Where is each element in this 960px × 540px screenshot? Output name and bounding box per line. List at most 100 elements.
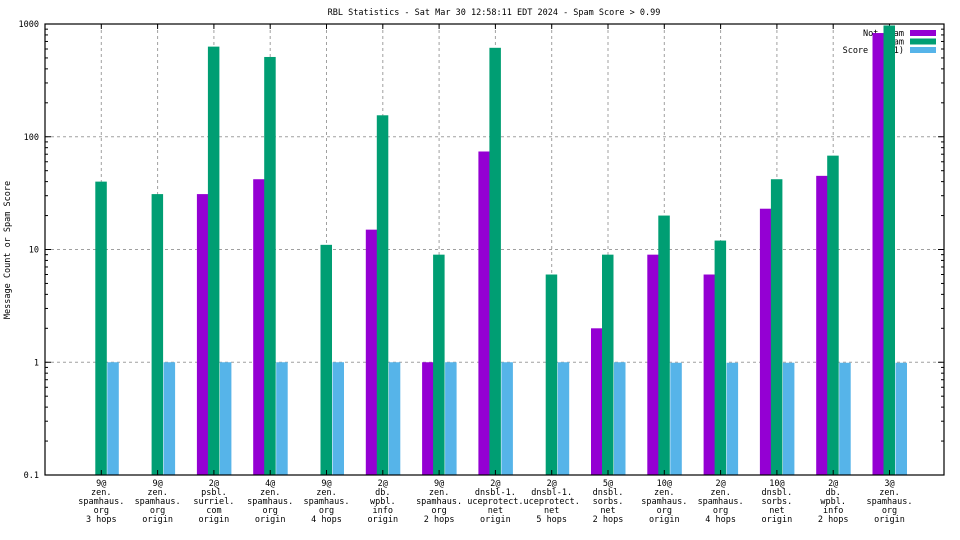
x-tick-label: 9@ zen. spamhaus. org 4 hops: [303, 479, 349, 525]
bar-not-spam: [365, 229, 378, 475]
y-tick-label: 1: [34, 358, 39, 368]
bar-spam: [376, 115, 389, 475]
bars-layer: [95, 25, 907, 476]
bar-score-0-1: [107, 362, 119, 475]
x-tick-label-line: dnsbl-1.: [475, 488, 516, 498]
bar-not-spam: [759, 208, 772, 475]
x-tick-label-line: 9@: [152, 479, 162, 489]
x-tick-label-line: 2 hops: [818, 515, 849, 525]
x-tick-label-line: origin: [480, 515, 511, 525]
x-tick-label: 10@ zen. spamhaus. org origin: [641, 479, 687, 525]
bar-score-0-1: [782, 362, 795, 475]
bar-score-0-1: [726, 362, 739, 475]
x-tick-label: 3@ zen. spamhaus. org origin: [866, 479, 912, 525]
x-tick-label: 9@ zen. spamhaus. org 2 hops: [416, 479, 462, 525]
bar-spam: [433, 254, 445, 475]
y-tick-label: 10: [29, 246, 39, 256]
x-tick-label-line: 9@: [96, 479, 106, 489]
bar-overlap-1: [883, 25, 895, 54]
x-tick-label-line: zen.: [429, 488, 449, 498]
x-tick-label-line: org: [431, 506, 446, 516]
bar-score-0-1: [895, 362, 907, 475]
x-tick-label: 9@ zen. spamhaus. org origin: [135, 479, 181, 525]
x-tick-label-line: net: [544, 506, 559, 516]
x-tick-label-line: com: [206, 506, 221, 516]
bar-score-0-1: [276, 362, 288, 475]
y-tick-label: 1000: [19, 20, 39, 30]
x-tick-label-line: spamhaus.: [641, 497, 687, 507]
x-tick-label-line: dnsbl.: [762, 488, 793, 498]
x-tick-label-line: zen.: [91, 488, 111, 498]
bar-not-spam: [422, 362, 434, 475]
x-tick-label-line: zen.: [316, 488, 336, 498]
x-tick-label-line: 2@: [715, 479, 725, 489]
bar-spam: [770, 179, 783, 475]
bar-spam: [602, 254, 614, 475]
x-tick-label-line: 9@: [434, 479, 444, 489]
x-tick-label: 10@ dnsbl. sorbs. net origin: [762, 479, 793, 525]
x-tick-label-line: origin: [649, 515, 680, 525]
x-tick-label-line: uceprotect.: [524, 497, 580, 507]
x-tick-label-line: net: [769, 506, 784, 516]
x-tick-label-line: zen.: [260, 488, 280, 498]
x-tick-label-line: uceprotect.: [467, 497, 523, 507]
bar-spam: [545, 274, 558, 475]
x-tick-label-line: zen.: [879, 488, 899, 498]
x-tick-label-line: origin: [367, 515, 398, 525]
bar-score-0-1: [219, 362, 232, 475]
legend-swatch: [910, 30, 936, 36]
x-tick-label-line: spamhaus.: [866, 497, 912, 507]
x-tick-label: 4@ zen. spamhaus. org origin: [247, 479, 293, 525]
x-tick-label-line: spamhaus.: [303, 497, 349, 507]
x-tick-label-line: 5 hops: [536, 515, 567, 525]
bar-not-spam: [647, 254, 659, 475]
x-tick-label-line: wpbl.: [820, 497, 846, 507]
x-tick-label-line: info: [823, 506, 843, 516]
x-tick-label-line: org: [319, 506, 334, 516]
bar-spam: [320, 244, 332, 475]
x-tick-label: 2@ db. wpbl. info origin: [367, 479, 398, 525]
bar-not-spam: [703, 274, 716, 475]
bar-spam: [151, 194, 164, 475]
bar-not-spam: [816, 175, 828, 476]
x-tick-label-line: surriel.: [193, 497, 234, 507]
legend-swatch: [910, 47, 936, 53]
x-tick-label-line: wpbl.: [370, 497, 396, 507]
overlapping-bars-layer: [872, 25, 895, 54]
x-tick-label: 5@ dnsbl. sorbs. net 2 hops: [593, 479, 624, 525]
x-tick-label-line: sorbs.: [593, 497, 624, 507]
x-tick-label-line: db.: [826, 488, 841, 498]
y-axis-label: Message Count or Spam Score: [3, 181, 13, 319]
x-tick-label-line: zen.: [710, 488, 730, 498]
bar-score-0-1: [839, 362, 851, 475]
bar-spam: [264, 56, 276, 475]
x-tick-label-line: 2@: [209, 479, 219, 489]
x-tick-label-line: origin: [255, 515, 286, 525]
bar-not-spam: [478, 151, 490, 475]
bar-score-0-1: [388, 362, 401, 475]
x-tick-label-line: 2@: [547, 479, 557, 489]
x-tick-label-line: 4 hops: [311, 515, 342, 525]
bar-not-spam: [591, 328, 603, 475]
x-tick-label-line: psbl.: [201, 488, 227, 498]
x-tick-label-line: 9@: [321, 479, 331, 489]
x-tick-label-line: 4 hops: [705, 515, 736, 525]
x-tick-label-line: org: [150, 506, 165, 516]
y-tick-label: 0.1: [24, 471, 39, 481]
x-tick-label: 2@ dnsbl-1. uceprotect. net 5 hops: [524, 479, 580, 525]
x-tick-label: 2@ psbl. surriel. com origin: [193, 479, 234, 525]
x-tick-label-line: spamhaus.: [416, 497, 462, 507]
x-tick-label-line: 2@: [378, 479, 388, 489]
x-tick-label-line: dnsbl.: [593, 488, 624, 498]
bar-spam: [883, 25, 895, 476]
x-tick-label-line: 2 hops: [593, 515, 624, 525]
x-tick-label-line: 4@: [265, 479, 275, 489]
bar-spam: [714, 240, 727, 475]
x-tick-label-line: net: [488, 506, 503, 516]
x-tick-label-line: org: [882, 506, 897, 516]
x-tick-label-line: spamhaus.: [698, 497, 744, 507]
chart-title: RBL Statistics - Sat Mar 30 12:58:11 EDT…: [328, 8, 661, 18]
bar-not-spam: [872, 33, 884, 476]
x-tick-label-line: db.: [375, 488, 390, 498]
